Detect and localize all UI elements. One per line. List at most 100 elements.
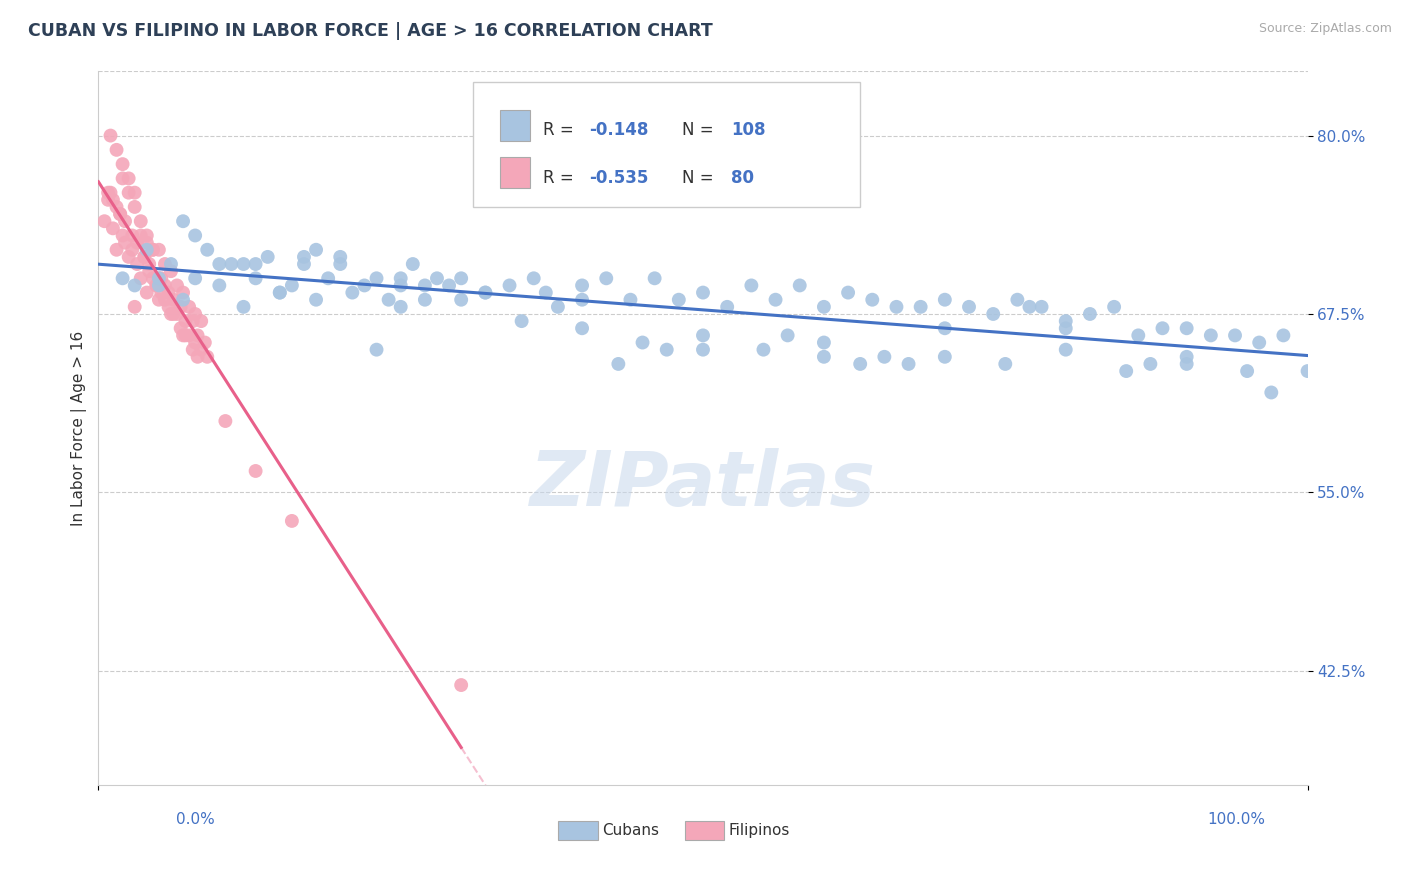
Point: [994, 357, 1017, 371]
Point: [547, 300, 569, 314]
Point: [1115, 364, 1137, 378]
Point: [190, 314, 212, 328]
Point: [145, 278, 167, 293]
Point: [571, 278, 593, 293]
Point: [789, 278, 811, 293]
Point: [108, 207, 131, 221]
Point: [101, 193, 124, 207]
Point: [150, 285, 173, 300]
Point: [121, 243, 143, 257]
Text: -0.535: -0.535: [589, 169, 648, 187]
Point: [631, 335, 654, 350]
Point: [135, 285, 157, 300]
Point: [142, 243, 165, 257]
Point: [692, 328, 714, 343]
Point: [142, 271, 165, 285]
Point: [1018, 300, 1040, 314]
Point: [329, 250, 352, 264]
Point: [157, 285, 180, 300]
Point: [366, 343, 388, 357]
Point: [402, 257, 425, 271]
FancyBboxPatch shape: [501, 110, 530, 141]
Point: [934, 350, 956, 364]
Point: [1054, 321, 1077, 335]
Text: CUBAN VS FILIPINO IN LABOR FORCE | AGE > 16 CORRELATION CHART: CUBAN VS FILIPINO IN LABOR FORCE | AGE >…: [28, 22, 713, 40]
Point: [111, 228, 134, 243]
Point: [153, 293, 176, 307]
Point: [873, 350, 896, 364]
Point: [474, 285, 496, 300]
Point: [619, 293, 641, 307]
Point: [510, 314, 533, 328]
Point: [208, 257, 231, 271]
Point: [1031, 300, 1053, 314]
Point: [450, 271, 472, 285]
Point: [595, 271, 617, 285]
Point: [127, 235, 149, 250]
Point: [135, 235, 157, 250]
Point: [837, 285, 859, 300]
Text: N =: N =: [682, 121, 720, 139]
Point: [111, 157, 134, 171]
Point: [934, 321, 956, 335]
Point: [740, 278, 762, 293]
Point: [105, 243, 128, 257]
Point: [194, 335, 217, 350]
Point: [329, 257, 352, 271]
Y-axis label: In Labor Force | Age > 16: In Labor Force | Age > 16: [72, 331, 87, 525]
Point: [571, 321, 593, 335]
Point: [1128, 328, 1150, 343]
Point: [162, 307, 184, 321]
Point: [886, 300, 908, 314]
Point: [172, 293, 194, 307]
Point: [1152, 321, 1174, 335]
Point: [190, 343, 212, 357]
Point: [100, 128, 122, 143]
Point: [389, 278, 412, 293]
Point: [108, 207, 131, 221]
Point: [195, 350, 218, 364]
Point: [111, 271, 134, 285]
Text: ZIPatlas: ZIPatlas: [530, 449, 876, 522]
Point: [153, 278, 176, 293]
Point: [169, 321, 191, 335]
Point: [245, 257, 267, 271]
Point: [129, 228, 152, 243]
Point: [353, 278, 375, 293]
Point: [145, 278, 167, 293]
Point: [129, 214, 152, 228]
Point: [644, 271, 666, 285]
Point: [166, 278, 188, 293]
Point: [692, 285, 714, 300]
Point: [166, 307, 188, 321]
Point: [142, 243, 165, 257]
Point: [281, 514, 304, 528]
Point: [150, 271, 173, 285]
Point: [450, 293, 472, 307]
Point: [776, 328, 799, 343]
Point: [172, 328, 194, 343]
Point: [148, 278, 170, 293]
Point: [897, 357, 920, 371]
Point: [124, 300, 146, 314]
Point: [813, 350, 835, 364]
Text: -0.148: -0.148: [589, 121, 648, 139]
Point: [413, 278, 436, 293]
Point: [134, 250, 156, 264]
Point: [305, 293, 328, 307]
Point: [105, 200, 128, 214]
Point: [765, 293, 787, 307]
Point: [172, 285, 194, 300]
Point: [316, 271, 339, 285]
Point: [162, 293, 184, 307]
Point: [138, 264, 160, 278]
Point: [1260, 385, 1282, 400]
Text: 80: 80: [731, 169, 754, 187]
Point: [655, 343, 678, 357]
Point: [184, 307, 207, 321]
Point: [100, 186, 122, 200]
FancyBboxPatch shape: [501, 157, 530, 188]
Point: [245, 464, 267, 478]
Point: [169, 300, 191, 314]
Point: [813, 300, 835, 314]
